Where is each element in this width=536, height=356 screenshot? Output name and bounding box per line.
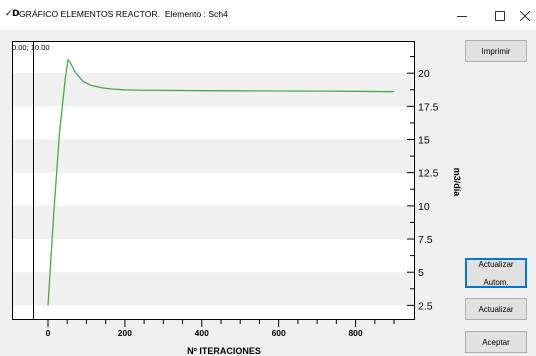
plot-frame xyxy=(12,41,415,320)
element-label: Elemento : xyxy=(164,9,206,19)
y-tick-label: 17.5 xyxy=(418,101,439,113)
plot-stripe xyxy=(13,205,413,240)
plot-stripe xyxy=(13,139,413,173)
plot-stripe xyxy=(13,272,413,306)
reactor-chart: 0 200 400 600 800 2.5 5 7.5 10 12.5 15 17.5 20 0.00… xyxy=(12,41,462,356)
x-tick-label: 800 xyxy=(348,328,362,338)
x-tick-label: 0 xyxy=(46,328,51,338)
print-button-label: Imprimir xyxy=(481,46,511,56)
maximize-icon xyxy=(495,11,505,21)
y-tick-label: 20 xyxy=(418,68,430,80)
y-axis-label: m3/día xyxy=(452,168,462,198)
x-axis-label: Nº ITERACIONES xyxy=(187,346,261,356)
close-button[interactable] xyxy=(510,4,536,28)
y-tick-label: 10 xyxy=(418,201,430,213)
update-button[interactable]: Actualizar xyxy=(465,298,527,320)
y-tick-label: 12.5 xyxy=(418,168,439,180)
corner-readout: 0.00; 10.00 xyxy=(12,43,50,52)
accept-button-label: Aceptar xyxy=(482,337,510,347)
y-tick-label: 5 xyxy=(418,267,424,279)
update-button-label: Actualizar xyxy=(478,304,514,314)
y-tick-label: 7.5 xyxy=(418,234,433,246)
y-tick-label: 2.5 xyxy=(418,300,433,312)
minimize-icon xyxy=(457,16,467,17)
title-bar: ✓D GRÁFICO ELEMENTOS REACTOR. Elemento :… xyxy=(0,0,536,30)
x-tick-label: 600 xyxy=(272,328,286,338)
y-tick-label: 15 xyxy=(418,135,430,147)
element-value: Sch4 xyxy=(208,9,228,19)
print-button[interactable]: Imprimir xyxy=(465,40,527,62)
close-icon xyxy=(520,11,530,21)
maximize-button[interactable] xyxy=(478,4,522,28)
plot-stripe xyxy=(13,73,413,107)
series-line xyxy=(47,58,395,306)
auto-update-label-1: Actualizar xyxy=(478,259,514,269)
app-icon: ✓D xyxy=(5,9,20,19)
accept-button[interactable]: Aceptar xyxy=(465,331,527,353)
x-tick-label: 400 xyxy=(195,328,209,338)
client-area: 0 200 400 600 800 2.5 5 7.5 10 12.5 15 17.5 20 0.00… xyxy=(0,30,536,356)
window-title-text: GRÁFICO ELEMENTOS REACTOR. xyxy=(19,9,161,19)
auto-update-label-2: Autom. xyxy=(483,277,509,287)
auto-update-button[interactable]: Actualizar Autom. xyxy=(465,258,527,288)
x-tick-label: 200 xyxy=(118,328,132,338)
minimize-button[interactable] xyxy=(440,4,484,28)
window-title: GRÁFICO ELEMENTOS REACTOR. Elemento : Sc… xyxy=(19,9,228,19)
